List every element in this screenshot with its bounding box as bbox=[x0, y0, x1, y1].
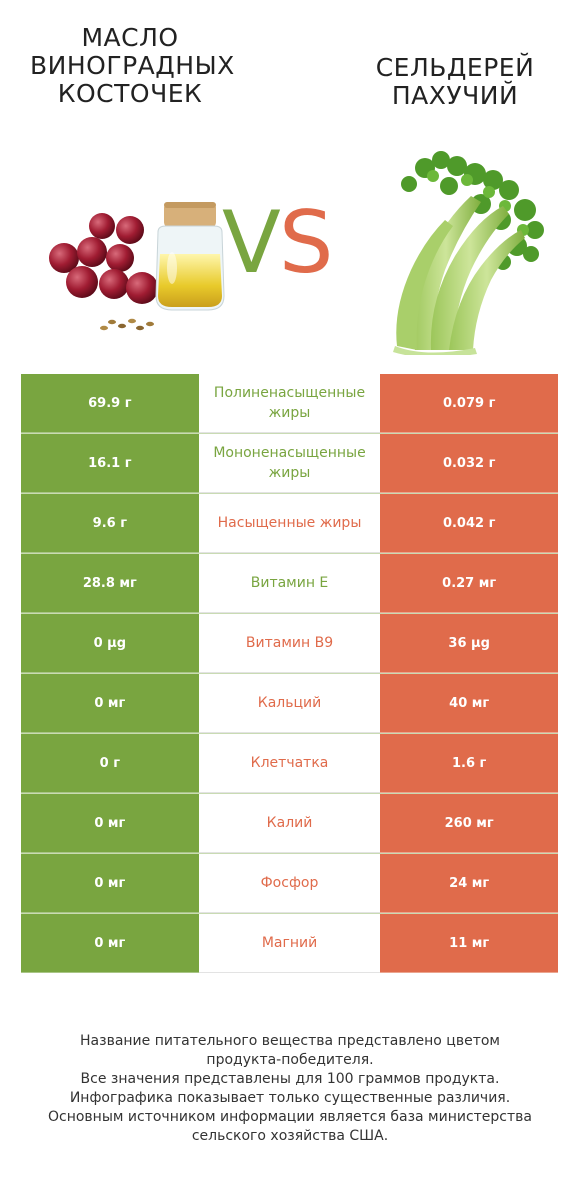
table-row: 9.6 г Насыщенные жиры 0.042 г bbox=[21, 494, 559, 554]
vs-v-letter: V bbox=[222, 193, 281, 293]
grapeseed-oil-image bbox=[40, 188, 230, 338]
footer-line-3: Все значения представлены для 100 граммо… bbox=[80, 1071, 500, 1087]
left-value: 0 мг bbox=[21, 914, 199, 973]
right-title-line-2: пахучий bbox=[391, 81, 519, 110]
table-row: 28.8 мг Витамин E 0.27 мг bbox=[21, 554, 559, 614]
right-value: 40 мг bbox=[380, 674, 559, 733]
right-value: 1.6 г bbox=[380, 734, 559, 793]
nutrient-label: Витамин B9 bbox=[198, 614, 381, 673]
right-value: 11 мг bbox=[380, 914, 559, 973]
table-row: 69.9 г Полиненасыщенные жиры 0.079 г bbox=[21, 374, 559, 434]
footer-line-6: сельского хозяйства США. bbox=[191, 1128, 389, 1144]
left-value: 0 мг bbox=[21, 674, 199, 733]
vs-s-letter: S bbox=[278, 193, 334, 293]
right-product-title: сельдерей пахучий bbox=[360, 54, 550, 110]
right-value: 0.042 г bbox=[380, 494, 559, 553]
footer-line-4: Инфографика показывает только существенн… bbox=[69, 1090, 511, 1106]
left-product-title: масло виноградных косточек bbox=[30, 23, 235, 108]
left-value: 0 µg bbox=[21, 614, 199, 673]
left-value: 0 г bbox=[21, 734, 199, 793]
left-title-line-3: косточек bbox=[57, 79, 203, 108]
nutrient-label: Полиненасыщенные жиры bbox=[198, 374, 381, 433]
nutrient-label: Магний bbox=[198, 914, 381, 973]
celery-image bbox=[385, 150, 555, 358]
table-row: 0 г Клетчатка 1.6 г bbox=[21, 734, 559, 794]
footer-line-1: Название питательного вещества представл… bbox=[80, 1033, 500, 1049]
right-title-line-1: сельдерей bbox=[375, 53, 535, 82]
left-value: 0 мг bbox=[21, 794, 199, 853]
comparison-table: 69.9 г Полиненасыщенные жиры 0.079 г 16.1 г… bbox=[21, 374, 559, 973]
right-value: 0.27 мг bbox=[380, 554, 559, 613]
footer-note: Название питательного вещества представл… bbox=[20, 1032, 560, 1146]
table-row: 0 µg Витамин B9 36 µg bbox=[21, 614, 559, 674]
left-title-line-1: масло bbox=[81, 23, 179, 52]
table-row: 16.1 г Мононенасыщенные жиры 0.032 г bbox=[21, 434, 559, 494]
nutrient-label: Калий bbox=[198, 794, 381, 853]
right-value: 0.032 г bbox=[380, 434, 559, 493]
footer-line-5: Основным источником информации является … bbox=[48, 1109, 532, 1125]
left-value: 9.6 г bbox=[21, 494, 199, 553]
left-value: 0 мг bbox=[21, 854, 199, 913]
table-row: 0 мг Фосфор 24 мг bbox=[21, 854, 559, 914]
right-value: 36 µg bbox=[380, 614, 559, 673]
nutrient-label: Кальций bbox=[198, 674, 381, 733]
right-value: 24 мг bbox=[380, 854, 559, 913]
right-value: 260 мг bbox=[380, 794, 559, 853]
nutrient-label: Витамин E bbox=[198, 554, 381, 613]
vs-label: VS bbox=[222, 193, 334, 293]
nutrient-label: Фосфор bbox=[198, 854, 381, 913]
footer-line-2: продукта-победителя. bbox=[206, 1052, 374, 1068]
table-row: 0 мг Калий 260 мг bbox=[21, 794, 559, 854]
right-value: 0.079 г bbox=[380, 374, 559, 433]
table-row: 0 мг Кальций 40 мг bbox=[21, 674, 559, 734]
left-value: 16.1 г bbox=[21, 434, 199, 493]
nutrient-label: Насыщенные жиры bbox=[198, 494, 381, 553]
left-title-line-2: виноградных bbox=[30, 51, 235, 80]
left-value: 69.9 г bbox=[21, 374, 199, 433]
left-value: 28.8 мг bbox=[21, 554, 199, 613]
nutrient-label: Клетчатка bbox=[198, 734, 381, 793]
table-row: 0 мг Магний 11 мг bbox=[21, 914, 559, 973]
nutrient-label: Мононенасыщенные жиры bbox=[198, 434, 381, 493]
